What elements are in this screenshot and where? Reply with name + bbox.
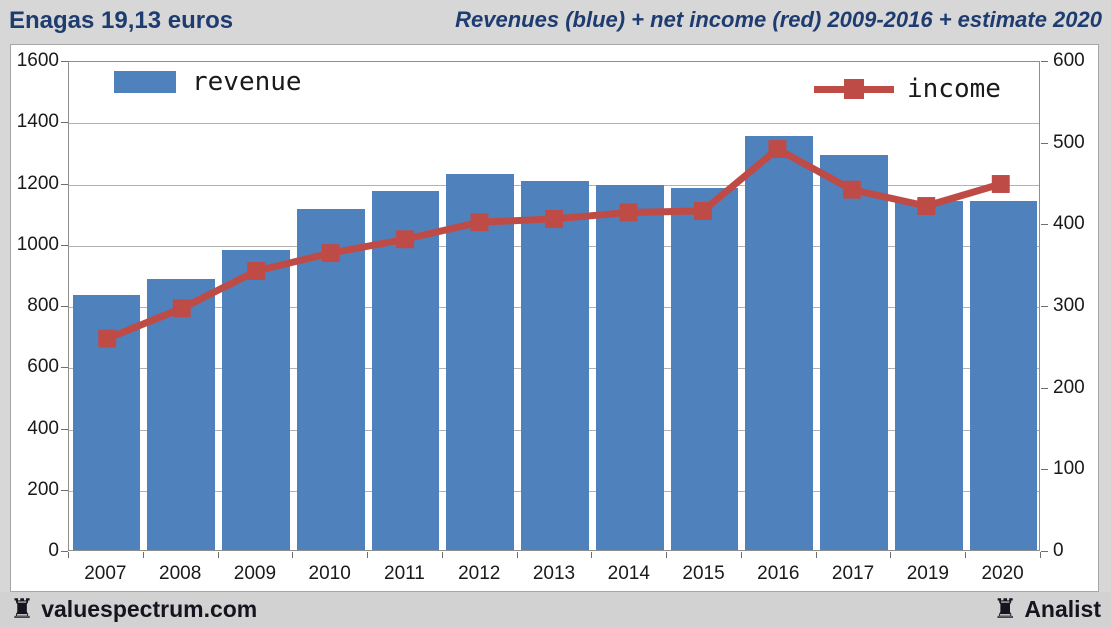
right-axis-tick-label: 600 xyxy=(1053,50,1085,71)
x-axis-year-label: 2007 xyxy=(84,563,127,584)
x-axis-tick xyxy=(218,552,219,558)
right-axis-tick-label: 400 xyxy=(1053,213,1085,235)
rook-icon: ♜ xyxy=(10,594,35,625)
legend-income: income xyxy=(814,74,1001,104)
left-axis-tick xyxy=(61,122,68,124)
x-axis-tick xyxy=(442,552,443,558)
x-axis-tick xyxy=(517,552,518,558)
x-axis-tick xyxy=(741,552,742,558)
left-axis-tick xyxy=(61,244,68,246)
income-legend-label: income xyxy=(907,74,1001,104)
x-axis-year-label: 2008 xyxy=(159,563,202,584)
left-axis-tick xyxy=(61,428,68,430)
left-axis-tick xyxy=(61,61,68,62)
right-axis-tick-label: 200 xyxy=(1053,376,1085,398)
revenue-bar-2013 xyxy=(521,181,589,550)
right-axis-tick xyxy=(1041,387,1048,389)
left-axis-tick-label: 1600 xyxy=(16,50,59,71)
right-axis-tick xyxy=(1041,142,1048,144)
analist-label: Analist xyxy=(1024,596,1101,622)
left-axis-tick xyxy=(61,306,68,307)
x-axis-year-label: 2010 xyxy=(308,563,351,584)
x-axis-tick xyxy=(591,552,592,558)
left-axis-tick-label: 1400 xyxy=(16,111,59,133)
revenue-bar-2010 xyxy=(296,209,365,550)
valuespectrum-brand: ♜ valuespectrum.com xyxy=(10,596,257,623)
x-axis-year-label: 2015 xyxy=(682,563,725,584)
revenue-swatch-icon xyxy=(114,71,176,93)
right-axis-tick xyxy=(1041,551,1048,552)
revenue-bar-2012 xyxy=(446,173,515,550)
stock-title: Enagas 19,13 euros xyxy=(9,7,234,34)
x-axis-tick xyxy=(965,552,966,558)
chart-panel: revenue income 0 200 400 600 800 1000 1200 1400… xyxy=(10,44,1099,592)
right-axis-tick-label: 0 xyxy=(1053,540,1064,561)
x-axis-tick xyxy=(292,552,293,558)
revenue-bar-2020 xyxy=(969,201,1038,550)
x-axis-tick xyxy=(1040,552,1041,558)
revenue-bar-2016 xyxy=(745,135,814,550)
left-axis-tick-label: 600 xyxy=(27,356,59,378)
right-axis-tick xyxy=(1041,469,1048,471)
revenue-bar-2019 xyxy=(894,201,963,550)
left-axis-tick-label: 400 xyxy=(27,417,59,439)
right-axis-tick-label: 500 xyxy=(1053,131,1085,153)
right-axis-tick xyxy=(1041,306,1048,307)
legend-revenue: revenue xyxy=(114,67,302,97)
left-axis-tick-label: 1200 xyxy=(16,172,59,194)
x-axis-year-label: 2013 xyxy=(532,563,576,584)
left-axis-tick xyxy=(61,183,68,185)
analist-brand: ♜ Analist xyxy=(993,596,1101,623)
right-axis-tick xyxy=(1041,61,1048,62)
footer: ♜ valuespectrum.com ♜ Analist xyxy=(0,592,1111,627)
x-axis-year-label: 2011 xyxy=(384,563,425,584)
x-axis-tick xyxy=(367,552,368,558)
x-axis-tick xyxy=(143,552,144,558)
x-axis-year-label: 2009 xyxy=(233,563,277,584)
left-axis-tick xyxy=(61,551,68,552)
x-axis-year-label: 2014 xyxy=(607,563,650,584)
income-swatch-icon xyxy=(814,79,894,99)
right-axis-tick xyxy=(1041,224,1048,226)
x-axis-year-label: 2012 xyxy=(458,563,501,584)
header: Enagas 19,13 euros Revenues (blue) + net… xyxy=(0,0,1111,44)
x-axis-year-label: 2017 xyxy=(831,563,875,584)
revenue-bar-2008 xyxy=(147,279,216,550)
gridline xyxy=(69,123,1039,125)
x-axis-year-label: 2016 xyxy=(757,563,800,584)
x-axis-tick xyxy=(666,552,667,558)
revenue-bar-2011 xyxy=(371,190,440,550)
right-axis-tick-label: 100 xyxy=(1053,458,1085,480)
revenue-bar-2015 xyxy=(670,187,739,550)
right-axis-tick-label: 300 xyxy=(1053,295,1085,316)
valuespectrum-label: valuespectrum.com xyxy=(41,596,258,622)
x-axis-tick xyxy=(816,552,817,558)
left-axis-tick-label: 0 xyxy=(48,540,59,561)
revenue-bar-2014 xyxy=(595,184,664,550)
revenue-legend-label: revenue xyxy=(192,67,302,97)
left-axis-tick-label: 1000 xyxy=(16,233,59,255)
left-axis-tick xyxy=(61,367,68,369)
revenue-bar-2017 xyxy=(820,155,888,550)
rook-icon: ♜ xyxy=(993,594,1018,625)
x-axis-tick xyxy=(68,552,69,558)
chart-title: Revenues (blue) + net income (red) 2009-… xyxy=(455,7,1102,32)
revenue-bar-2007 xyxy=(72,294,141,550)
revenue-bar-2009 xyxy=(222,250,290,550)
left-axis-tick xyxy=(61,489,68,491)
plot-area: revenue income xyxy=(68,61,1040,551)
x-axis-tick xyxy=(890,552,891,558)
left-axis-tick-label: 800 xyxy=(27,295,59,316)
x-axis-year-label: 2020 xyxy=(981,563,1024,584)
left-axis-tick-label: 200 xyxy=(27,478,59,500)
x-axis-year-label: 2019 xyxy=(906,563,949,584)
